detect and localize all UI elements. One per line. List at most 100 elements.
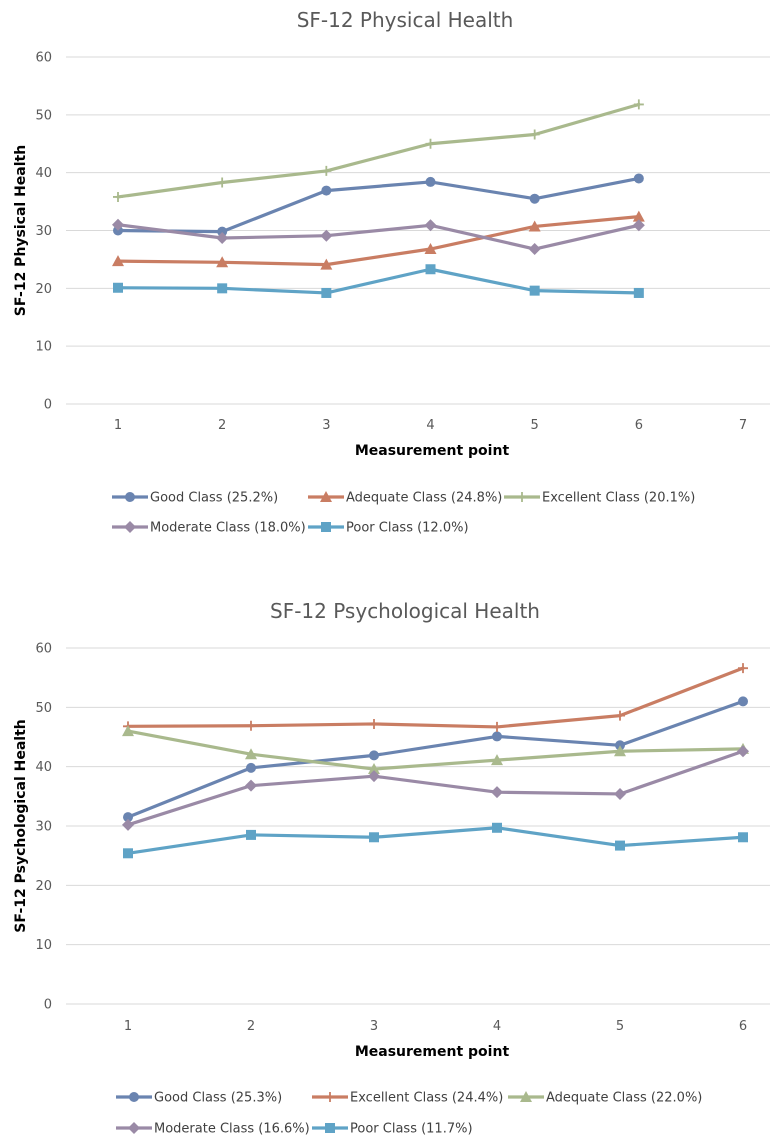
data-point	[529, 193, 540, 204]
x-tick-label: 6	[739, 1019, 747, 1034]
data-point	[245, 748, 257, 760]
data-point	[424, 243, 437, 255]
y-tick-label: 60	[35, 642, 52, 657]
legend-item: Poor Class (11.7%)	[312, 1122, 473, 1137]
legend-marker	[320, 491, 332, 502]
series-3	[113, 99, 644, 202]
series-2	[112, 210, 645, 270]
x-tick-label: 7	[739, 418, 747, 433]
data-point	[368, 770, 380, 783]
legend-marker	[325, 1092, 335, 1102]
data-point	[113, 191, 123, 202]
y-tick-label: 30	[35, 224, 52, 239]
series-line	[116, 176, 641, 234]
y-tick-label: 20	[35, 282, 52, 297]
data-point	[615, 710, 625, 721]
data-point	[425, 176, 436, 187]
x-tick-label: 2	[247, 1019, 255, 1034]
series-line	[126, 666, 745, 729]
legend-marker	[520, 1091, 532, 1102]
data-point	[491, 754, 503, 766]
data-point	[246, 762, 256, 773]
data-point	[425, 138, 436, 149]
legend-label: Excellent Class (20.1%)	[542, 491, 695, 506]
x-tick-label: 5	[531, 418, 539, 433]
data-point	[321, 185, 332, 196]
data-point	[216, 232, 229, 245]
legend-item: Adequate Class (22.0%)	[508, 1091, 702, 1106]
data-point	[112, 255, 124, 267]
legend-marker	[129, 1092, 139, 1102]
data-point	[614, 745, 626, 757]
chart-title: SF-12 Physical Health	[297, 8, 514, 32]
legend-marker	[321, 522, 331, 532]
legend-label: Poor Class (12.0%)	[346, 521, 469, 536]
legend-item: Good Class (25.3%)	[116, 1091, 282, 1106]
legend-item: Poor Class (12.0%)	[308, 521, 469, 536]
data-point	[321, 165, 332, 176]
data-point	[424, 219, 437, 232]
x-axis-label: Measurement point	[355, 443, 510, 459]
series-2	[123, 663, 748, 732]
data-point	[614, 787, 626, 800]
series-4	[112, 218, 645, 256]
data-point	[633, 287, 644, 298]
series-line	[126, 729, 745, 771]
series-4	[122, 745, 749, 831]
data-point	[246, 720, 256, 731]
x-tick-label: 1	[124, 1019, 132, 1034]
legend-item: Adequate Class (24.8%)	[308, 491, 502, 506]
series-1	[113, 173, 644, 237]
series-line	[126, 826, 745, 855]
chart-title: SF-12 Psychological Health	[270, 599, 540, 623]
y-axis-label: SF-12 Physical Health	[13, 145, 29, 316]
series-line	[126, 749, 745, 827]
data-point	[529, 129, 540, 140]
data-point	[217, 177, 228, 188]
x-tick-label: 1	[114, 418, 122, 433]
series-line	[116, 267, 641, 295]
x-tick-label: 6	[635, 418, 643, 433]
y-tick-label: 40	[35, 760, 52, 775]
legend-label: Adequate Class (24.8%)	[346, 491, 502, 506]
chart-1: SF-12 Physical Health 0 10 20 30 40 50 60 1 2 3 4 5 6…	[13, 8, 770, 536]
legend-label: Poor Class (11.7%)	[350, 1122, 473, 1137]
y-tick-label: 0	[44, 398, 52, 413]
data-point	[112, 218, 124, 231]
data-point	[320, 258, 333, 270]
x-tick-label: 4	[493, 1019, 501, 1034]
legend-item: Moderate Class (18.0%)	[112, 521, 306, 536]
y-tick-label: 30	[35, 820, 52, 835]
y-tick-label: 50	[35, 108, 52, 123]
chart-2: SF-12 Psychological Health 0 10 20 30 40 50 60 1…	[13, 599, 770, 1137]
data-point	[737, 745, 749, 758]
data-point	[217, 283, 228, 294]
legend-label: Good Class (25.2%)	[150, 491, 278, 506]
legend-label: Excellent Class (24.4%)	[350, 1091, 503, 1106]
legend-marker	[128, 1122, 140, 1134]
data-point	[491, 786, 503, 799]
data-point	[245, 779, 257, 792]
legend-label: Good Class (25.3%)	[154, 1091, 282, 1106]
y-axis-label: SF-12 Psychological Health	[13, 719, 29, 933]
data-point	[528, 243, 541, 256]
data-point	[246, 829, 256, 840]
legend-item: Moderate Class (16.6%)	[116, 1122, 310, 1137]
data-point	[529, 285, 540, 296]
series-5	[123, 822, 748, 859]
data-point	[320, 229, 333, 242]
data-point	[123, 848, 133, 859]
series-line	[126, 699, 745, 819]
data-point	[217, 226, 228, 237]
data-point	[113, 282, 123, 293]
data-point	[368, 763, 380, 775]
legend-marker	[325, 1123, 335, 1133]
x-tick-label: 3	[322, 418, 330, 433]
data-point	[633, 99, 644, 110]
legend-marker	[124, 521, 136, 533]
legend-label: Adequate Class (22.0%)	[546, 1091, 702, 1106]
data-point	[321, 287, 332, 298]
y-tick-label: 0	[44, 998, 52, 1013]
legend-marker	[125, 492, 135, 502]
